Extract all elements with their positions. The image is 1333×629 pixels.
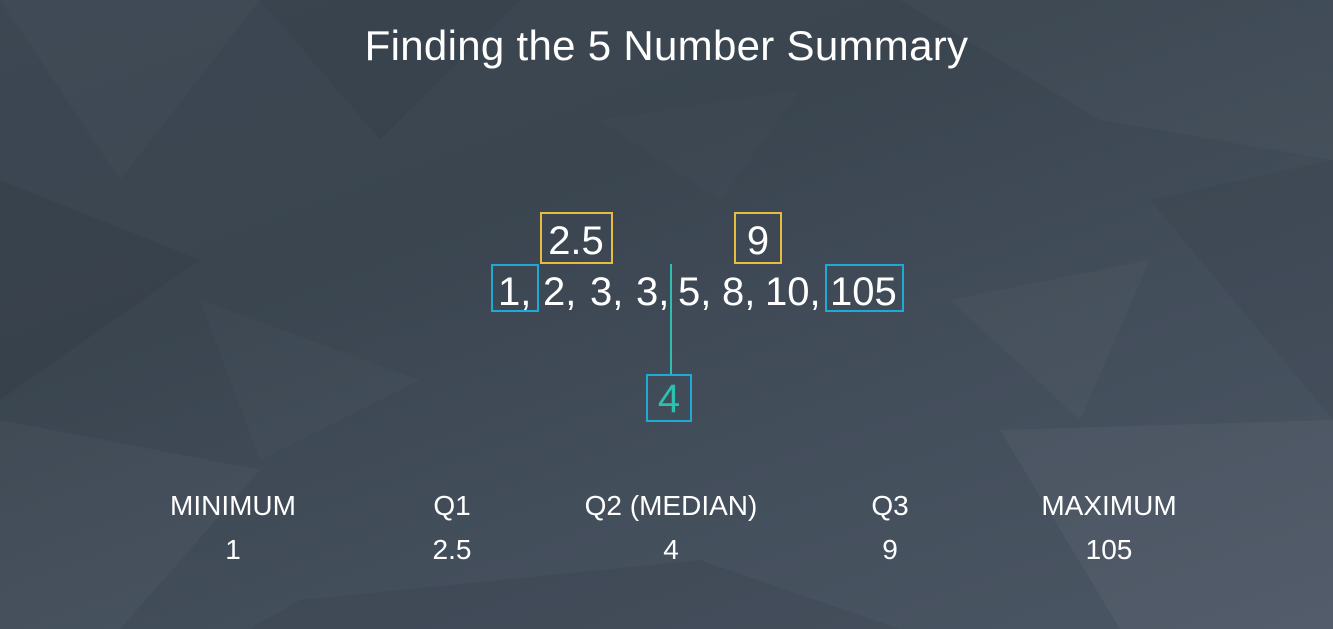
maximum-highlight-box (825, 264, 904, 312)
summary-value: 4 (663, 534, 679, 565)
summary-label: MINIMUM (170, 490, 296, 521)
summary-q1: Q1 2.5 (322, 488, 582, 568)
summary-q3: Q3 9 (760, 488, 1020, 568)
summary-label: Q2 (MEDIAN) (584, 490, 758, 521)
q1-annotation-value: 2.5 (548, 219, 604, 263)
data-value-token: 1, (498, 270, 531, 314)
summary-value: 9 (882, 534, 898, 565)
q1-annotation-box (540, 212, 613, 264)
data-value-token: 10, (765, 270, 821, 314)
summary-label: Q1 (433, 490, 471, 521)
summary-label: Q3 (871, 490, 909, 521)
summary-value: 2.5 (432, 534, 472, 565)
page-title: Finding the 5 Number Summary (364, 22, 969, 69)
summary-label: MAXIMUM (1041, 490, 1177, 521)
median-annotation-value: 4 (658, 377, 680, 421)
median-annotation-box (646, 374, 692, 422)
summary-minimum: MINIMUM 1 (103, 488, 363, 568)
data-value-token: 3, (590, 270, 623, 314)
q3-annotation-box (734, 212, 782, 264)
data-value-token: 3, (636, 270, 669, 314)
data-value-token: 105 (830, 270, 897, 314)
five-number-summary: MINIMUM 1 Q1 2.5 Q2 (MEDIAN) 4 Q3 9 MAXI… (0, 488, 1333, 578)
data-value-token: 2, (543, 270, 576, 314)
summary-maximum: MAXIMUM 105 (979, 488, 1239, 568)
data-value-token: 5, (678, 270, 711, 314)
summary-median: Q2 (MEDIAN) 4 (541, 488, 801, 568)
summary-value: 1 (225, 534, 241, 565)
summary-value: 105 (1085, 534, 1133, 565)
data-value-token: 8, (722, 270, 755, 314)
minimum-highlight-box (491, 264, 539, 312)
q3-annotation-value: 9 (747, 219, 769, 263)
